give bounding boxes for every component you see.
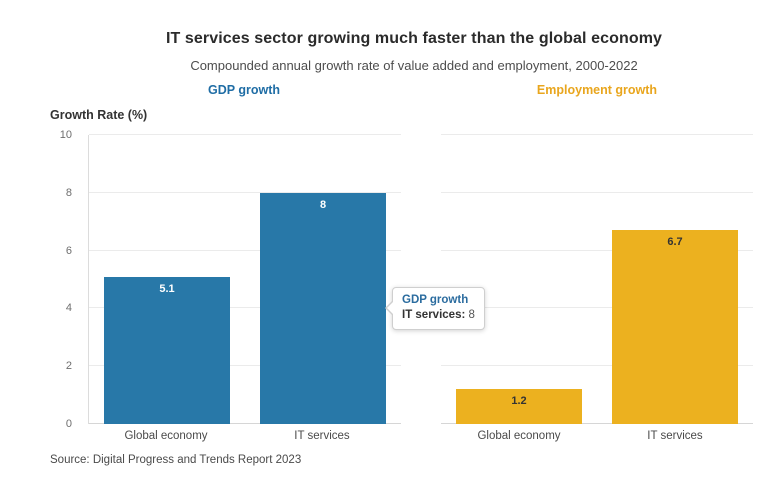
y-axis-title: Growth Rate (%)	[50, 108, 148, 122]
facet-gdp-growth: 5.1 8	[88, 134, 401, 424]
bar-employment-growth-global-economy[interactable]: 1.2	[456, 389, 582, 424]
gridline	[89, 134, 401, 135]
gridline	[441, 134, 753, 135]
source-note: Source: Digital Progress and Trends Repo…	[50, 454, 302, 466]
x-axis-category-label: IT services	[647, 430, 703, 442]
x-axis-category-label: Global economy	[124, 430, 208, 442]
bar-value-label: 8	[319, 198, 327, 211]
gridline	[89, 191, 401, 193]
gridline	[441, 249, 753, 251]
bar-value-label: 6.7	[667, 236, 683, 249]
gridline	[89, 249, 401, 251]
facet-employment-growth: 1.2 6.7	[441, 134, 753, 424]
tooltip-value-line: IT services: 8	[402, 308, 475, 323]
y-tick-label: 8	[65, 186, 72, 199]
gridline	[89, 365, 401, 367]
facet-label-gdp-growth: GDP growth	[208, 83, 280, 97]
bar-gdp-growth-global-economy[interactable]: 5.1	[104, 276, 230, 424]
x-axis-baseline	[89, 423, 401, 424]
bar-value-label: 5.1	[159, 282, 175, 295]
y-tick-label: 2	[65, 360, 72, 373]
tooltip: GDP growth IT services: 8	[385, 287, 485, 330]
chart-subtitle: Compounded annual growth rate of value a…	[190, 58, 638, 73]
y-axis-ticks: 0 2 4 6 8 10	[38, 129, 80, 430]
x-axis-labels-employment: Global economy IT services	[441, 430, 753, 446]
chart-title: IT services sector growing much faster t…	[165, 30, 663, 47]
facet-label-employment-growth: Employment growth	[536, 83, 658, 97]
y-tick-label: 10	[59, 129, 72, 141]
tooltip-category-label: IT services:	[402, 309, 466, 321]
x-axis-labels-gdp: Global economy IT services	[88, 430, 400, 446]
y-tick-label: 0	[65, 418, 72, 430]
x-axis-baseline	[441, 423, 753, 424]
gridline	[441, 191, 753, 193]
gridline	[441, 365, 753, 367]
x-axis-category-label: IT services	[294, 430, 350, 442]
tooltip-value: 8	[468, 309, 475, 321]
gridline	[441, 307, 753, 309]
bar-value-label: 1.2	[511, 395, 527, 408]
x-axis-category-label: Global economy	[477, 430, 561, 442]
bar-gdp-growth-it-services[interactable]: 8	[260, 192, 386, 424]
bar-employment-growth-it-services[interactable]: 6.7	[612, 230, 738, 424]
gridline	[89, 307, 401, 309]
y-tick-label: 6	[65, 244, 72, 257]
y-tick-label: 4	[65, 302, 72, 315]
tooltip-series-name: GDP growth	[402, 294, 469, 306]
